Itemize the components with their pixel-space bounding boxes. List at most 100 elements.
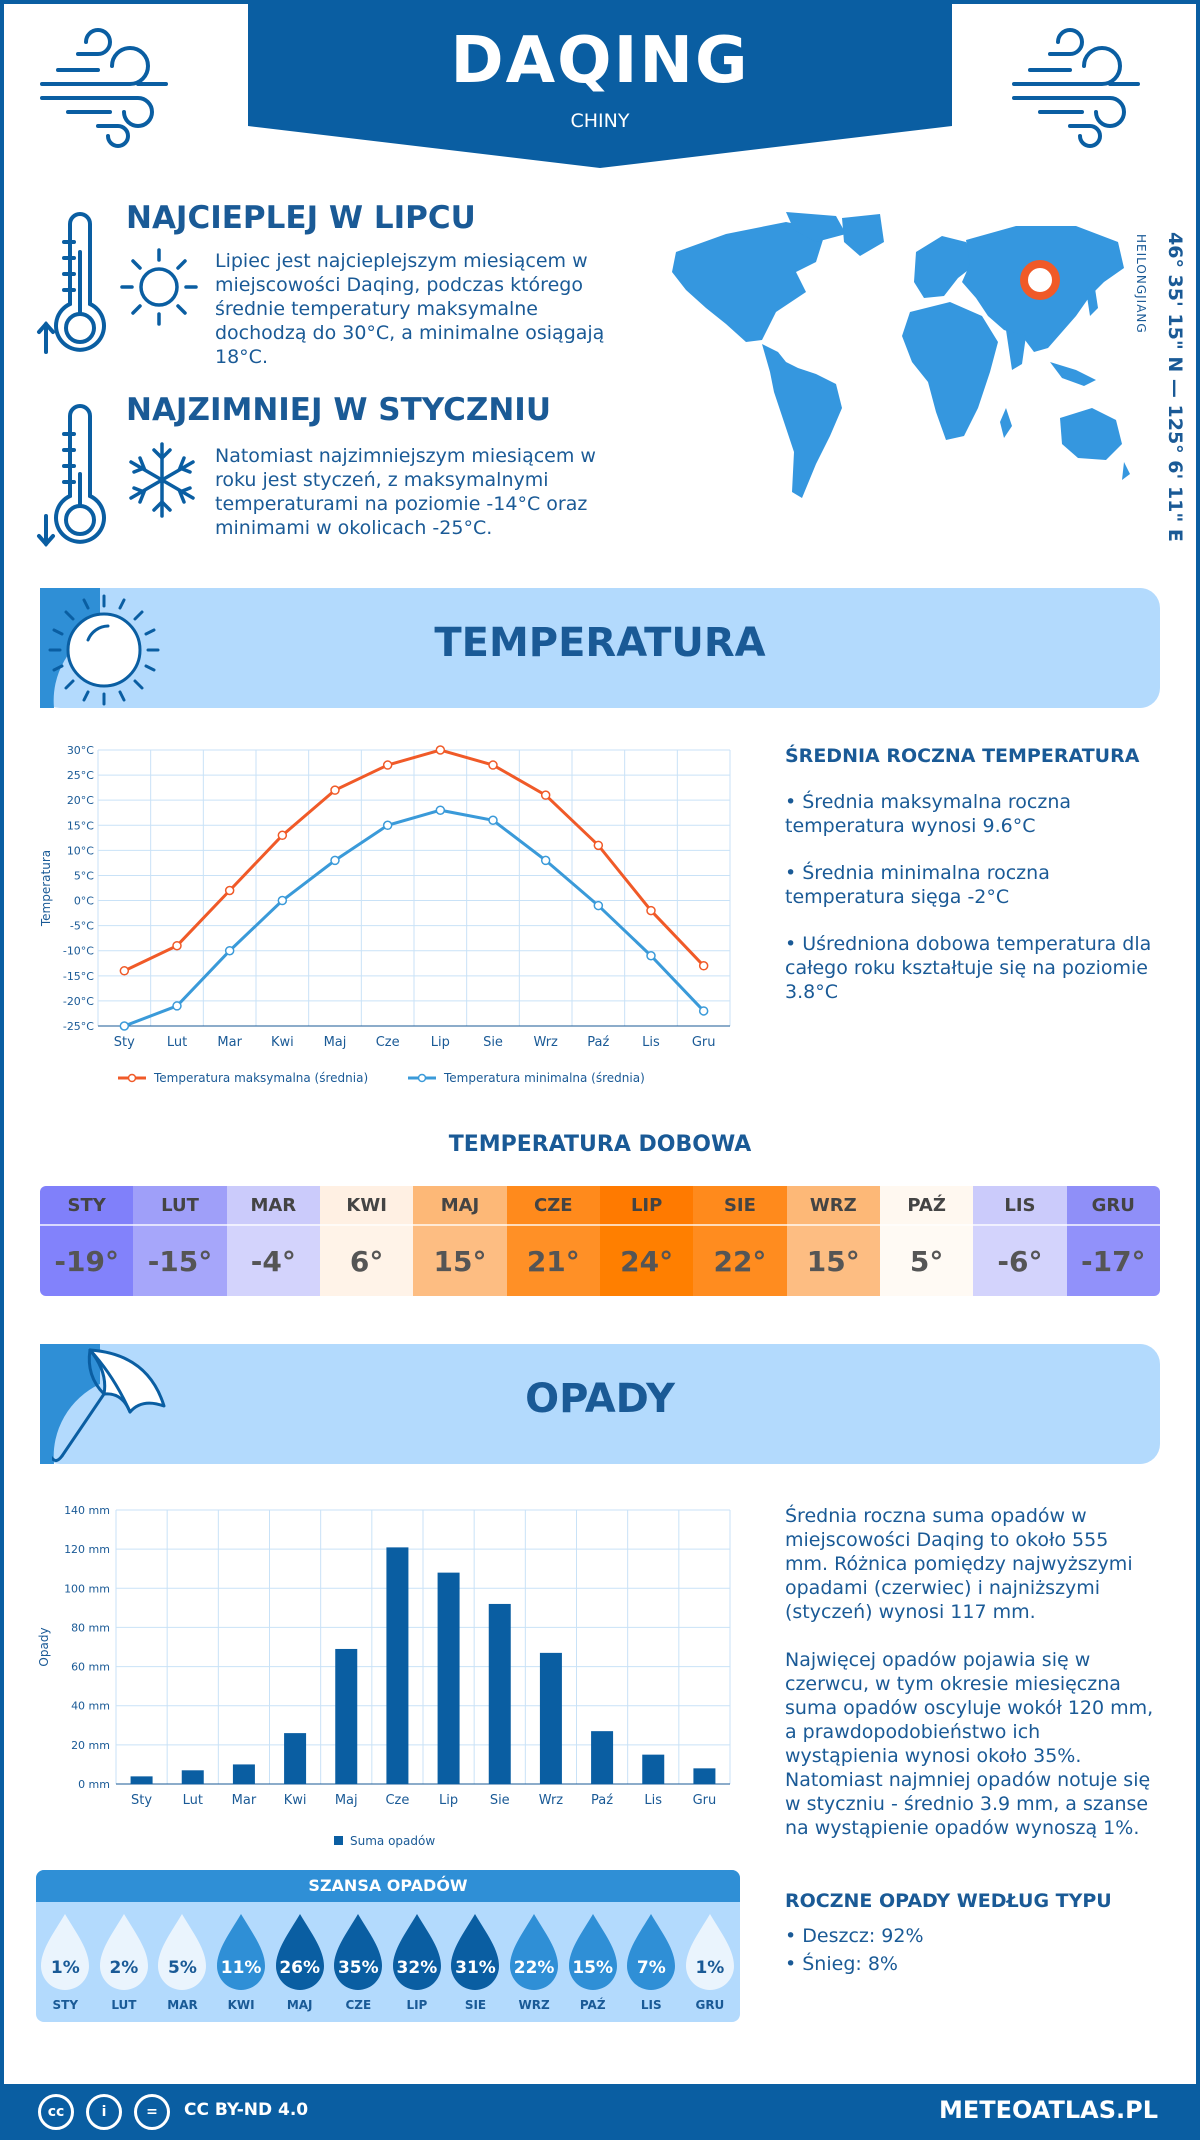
- bar: [693, 1768, 716, 1784]
- y-tick-label: 5°C: [74, 869, 94, 882]
- rain-chance-month: GRU: [695, 1998, 725, 2012]
- city-title: DAQING: [450, 24, 750, 98]
- legend-label: Temperatura minimalna (średnia): [443, 1071, 645, 1085]
- data-point: [172, 1001, 182, 1011]
- precip-chance-title: SZANSA OPADÓW: [36, 1870, 740, 1902]
- rain-drop-item: 2% LUT: [95, 1912, 154, 2012]
- rain-drop-item: 11% KWI: [212, 1912, 271, 2012]
- rain-drop-icon: [99, 1914, 148, 1990]
- precip-section-title: OPADY: [525, 1376, 675, 1422]
- series-line: [123, 748, 705, 973]
- daily-temp-value: -4°: [226, 1226, 320, 1296]
- data-point: [224, 945, 235, 956]
- x-tick-label: Lis: [642, 1035, 660, 1050]
- rain-drop-item: 5% MAR: [153, 1912, 212, 2012]
- x-tick-label: Maj: [324, 1035, 347, 1050]
- daily-temp-value: -6°: [973, 1226, 1067, 1296]
- daily-temp-column: WRZ 15°: [786, 1186, 880, 1296]
- data-point: [646, 950, 656, 961]
- site-link[interactable]: METEOATLAS.PL: [938, 2096, 1158, 2124]
- data-point: [435, 745, 446, 755]
- x-tick-label: Lut: [167, 1035, 187, 1050]
- rain-drop-item: 1% GRU: [681, 1912, 740, 2012]
- daily-temp-column: STY -19°: [40, 1186, 134, 1296]
- rain-drop-item: 1% STY: [36, 1912, 95, 2012]
- person-icon: i: [86, 2094, 122, 2130]
- x-tick-label: Sie: [490, 1793, 510, 1808]
- data-point: [330, 855, 340, 866]
- legend-swatch: [334, 1836, 343, 1845]
- daily-temp-value: -19°: [40, 1226, 134, 1296]
- x-tick-label: Gru: [693, 1793, 717, 1808]
- x-tick-label: Sie: [483, 1035, 503, 1050]
- y-tick-label: 20°C: [67, 794, 94, 807]
- daily-temp-title: TEMPERATURA DOBOWA: [448, 1132, 752, 1157]
- y-tick-label: -20°C: [63, 995, 94, 1008]
- wind-icon: [1012, 28, 1140, 148]
- daily-temp-value: -15°: [133, 1226, 227, 1296]
- y-tick-label: -5°C: [70, 920, 94, 933]
- y-tick-label: -25°C: [63, 1020, 94, 1033]
- data-point: [698, 1006, 709, 1016]
- rain-chance-value: 7%: [636, 1958, 666, 1978]
- data-point: [277, 895, 288, 906]
- x-tick-label: Lis: [644, 1793, 662, 1808]
- daily-temp-month: PAŹ: [879, 1186, 974, 1226]
- precipitation-chart: 140 mm 120 mm 100 mm 80 mm 60 mm 40 mm 20 mm 0 …: [37, 1504, 731, 1848]
- rain-drop-icon: [627, 1914, 676, 1990]
- rain-drop-icon: [217, 1914, 266, 1990]
- x-tick-label: Wrz: [539, 1793, 564, 1808]
- x-tick-label: Lip: [431, 1035, 450, 1050]
- daily-temp-month: GRU: [1066, 1186, 1160, 1226]
- x-tick-label: Paź: [591, 1793, 613, 1808]
- x-tick-label: Wrz: [533, 1035, 558, 1050]
- daily-temp-month: CZE: [506, 1186, 600, 1226]
- daily-temp-month: MAJ: [413, 1186, 507, 1226]
- daily-temp-value: -17°: [1066, 1226, 1160, 1296]
- daily-temp-value: 5°: [879, 1226, 974, 1296]
- precip-chance-drops: 1% STY 2% LUT 5% MAR 11% KWI 26% MAJ 35% CZE 32% LIP 3…: [36, 1912, 740, 2022]
- coldest-text: Natomiast najzimniejszym miesiącem w rok…: [215, 445, 596, 539]
- rain-drop-icon: [451, 1914, 500, 1990]
- rain-chance-month: STY: [52, 1998, 79, 2012]
- bar: [437, 1572, 460, 1784]
- location-marker: [1020, 260, 1060, 300]
- x-tick-label: Maj: [335, 1793, 358, 1808]
- data-point: [593, 900, 604, 911]
- header-banner: [248, 0, 952, 168]
- rain-chance-value: 2%: [109, 1958, 139, 1978]
- y-tick-label: 80 mm: [71, 1621, 110, 1634]
- temp-summary-title: ŚREDNIA ROCZNA TEMPERATURA: [785, 745, 1140, 767]
- y-tick-label: 30°C: [67, 744, 94, 757]
- rain-chance-month: KWI: [227, 1998, 255, 2012]
- temp-bullet-max: • Średnia maksymalna roczna temperatura …: [785, 791, 1072, 837]
- temperature-section-title: TEMPERATURA: [434, 620, 766, 666]
- rain-drop-icon: [158, 1914, 207, 1990]
- y-tick-label: 0 mm: [78, 1778, 110, 1791]
- daily-temp-column: MAR -4°: [226, 1186, 320, 1296]
- legend-label: Temperatura maksymalna (średnia): [153, 1071, 368, 1085]
- temperature-chart: 30°C 25°C 20°C 15°C 10°C 5°C 0°C -5°C -10°C -15°C…: [39, 744, 731, 1085]
- thermometer-hot-icon: [37, 212, 106, 354]
- legend-marker: [127, 1073, 137, 1083]
- data-point: [488, 760, 498, 770]
- daily-temp-column: KWI 6°: [319, 1186, 414, 1296]
- precip-text-2: Najwięcej opadów pojawia się w czerwcu, …: [785, 1649, 1154, 1839]
- rain-chance-month: LIP: [406, 1998, 428, 2012]
- x-tick-label: Kwi: [271, 1035, 294, 1050]
- temp-bullet-min: • Średnia minimalna roczna temperatura s…: [785, 862, 1050, 908]
- data-point: [224, 885, 235, 896]
- rain-drop-item: 32% LIP: [388, 1912, 447, 2012]
- bar: [130, 1776, 153, 1784]
- x-tick-label: Lut: [183, 1793, 203, 1808]
- rain-drop-item: 26% MAJ: [270, 1912, 329, 2012]
- daily-temp-column: LIP 24°: [599, 1186, 694, 1296]
- region-label: HEILONGJIANG: [1134, 234, 1148, 334]
- precip-section-header: [40, 1344, 1160, 1464]
- y-tick-label: -10°C: [63, 945, 94, 958]
- sun-icon: [120, 248, 198, 326]
- daily-temp-column: LIS -6°: [973, 1186, 1067, 1296]
- data-point: [382, 820, 393, 831]
- daily-temp-column: CZE 21°: [506, 1186, 600, 1296]
- daily-temp-value: 21°: [506, 1226, 600, 1296]
